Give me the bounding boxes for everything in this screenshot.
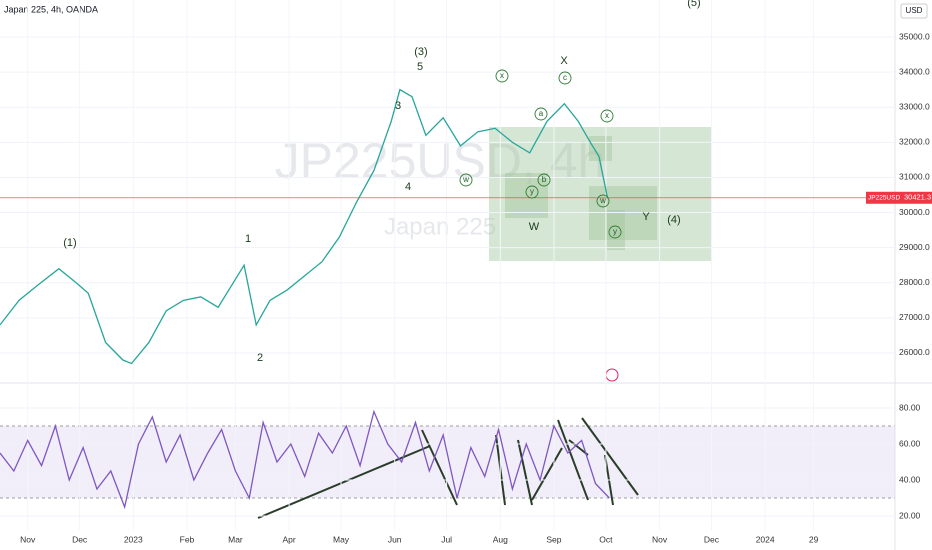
y-tick-label: 30000.0 — [899, 207, 930, 217]
watermark-sub: Japan 225 — [384, 213, 496, 240]
price-label: 30421.3 — [904, 193, 931, 202]
price-tag — [902, 191, 932, 204]
wave-label: W — [529, 221, 540, 233]
wave-label: (3) — [414, 46, 427, 58]
x-tick-label: Dec — [72, 534, 88, 544]
y-tick-label: 33000.0 — [899, 101, 930, 111]
wave-circle — [459, 173, 473, 187]
price-line — [0, 88, 609, 365]
x-tick-label: Sep — [546, 534, 561, 544]
wave-label: 3 — [395, 100, 401, 112]
wave-label: (4) — [667, 214, 680, 226]
x-tick-label: 29 — [809, 534, 819, 544]
y-tick-label: 26000.0 — [899, 347, 930, 357]
wave-circle — [525, 185, 539, 199]
y-tick-label: 27000.0 — [899, 312, 930, 322]
title: Japan 225, 4h, OANDA — [4, 4, 98, 14]
wave-label: Y — [642, 211, 650, 223]
symbol-label: JP225USD — [868, 194, 900, 201]
wave-label: X — [560, 55, 568, 67]
x-tick-label: Aug — [493, 534, 508, 544]
wave-boxes — [489, 127, 711, 261]
wave-label: 1 — [245, 233, 251, 245]
wave-label: (5) — [687, 0, 700, 9]
x-tick-label: Jun — [388, 534, 402, 544]
circled-label: w — [599, 196, 606, 205]
x-tick-label: May — [333, 534, 350, 544]
circled-label: w — [462, 175, 469, 184]
symbol-tag — [866, 191, 902, 204]
x-tick-label: Jul — [441, 534, 452, 544]
x-tick-label: Mar — [228, 534, 243, 544]
currency-box[interactable] — [900, 3, 928, 19]
y-tick-label: 40.00 — [899, 474, 921, 484]
circled-label: b — [542, 175, 547, 184]
wave-label: 2 — [257, 352, 263, 364]
currency: USD — [906, 6, 923, 15]
wave-circle — [537, 173, 551, 187]
x-tick-label: 2023 — [124, 534, 143, 544]
wave-label: 4 — [405, 181, 411, 193]
wave-circle — [534, 107, 548, 121]
x-tick-label: 2024 — [756, 534, 775, 544]
x-tick-label: Nov — [20, 534, 36, 544]
circled-label: x — [500, 71, 504, 80]
y-tick-label: 35000.0 — [899, 31, 930, 41]
x-tick-label: Oct — [599, 534, 613, 544]
wave-label: (1) — [63, 237, 76, 249]
wave-circle — [608, 225, 622, 239]
y-tick-label: 80.00 — [899, 402, 921, 412]
wave-circle — [495, 69, 509, 83]
wave-label: 5 — [417, 61, 423, 73]
y-tick-label: 31000.0 — [899, 172, 930, 182]
x-tick-label: Apr — [282, 534, 295, 544]
y-tick-label: 28000.0 — [899, 277, 930, 287]
wave-circle — [596, 194, 610, 208]
circled-label: x — [605, 111, 609, 120]
y-tick-label: 34000.0 — [899, 66, 930, 76]
y-tick-label: 60.00 — [899, 438, 921, 448]
circled-label: c — [563, 73, 567, 82]
y-tick-label: 32000.0 — [899, 137, 930, 147]
y-tick-label: 20.00 — [899, 510, 921, 520]
circled-label: y — [530, 187, 534, 196]
price-line — [0, 409, 610, 510]
x-tick-label: Feb — [180, 534, 195, 544]
circled-label: a — [539, 109, 544, 118]
x-tick-label: Dec — [704, 534, 720, 544]
wave-circle — [558, 71, 572, 85]
wave-circle — [600, 109, 614, 123]
x-tick-label: Nov — [652, 534, 668, 544]
circled-label: y — [613, 227, 617, 236]
y-tick-label: 29000.0 — [899, 242, 930, 252]
